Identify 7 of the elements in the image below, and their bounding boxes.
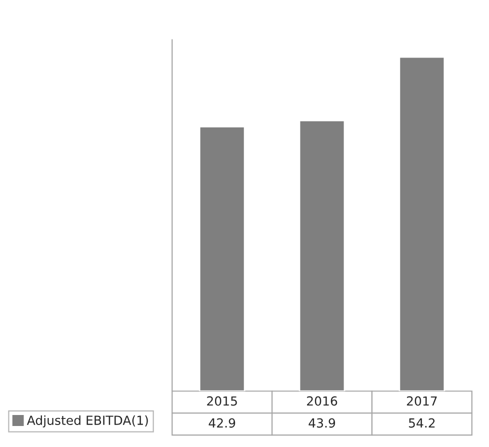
data-label: 43.9 xyxy=(308,418,336,428)
x-tick-label: 2017 xyxy=(406,396,437,406)
x-tick-label: 2015 xyxy=(207,396,237,406)
legend-label: Adjusted EBITDA(1) xyxy=(26,415,148,428)
data-label: 42.9 xyxy=(208,418,236,428)
x-tick-label: 2016 xyxy=(307,396,338,406)
data-label: 54.2 xyxy=(408,418,435,428)
